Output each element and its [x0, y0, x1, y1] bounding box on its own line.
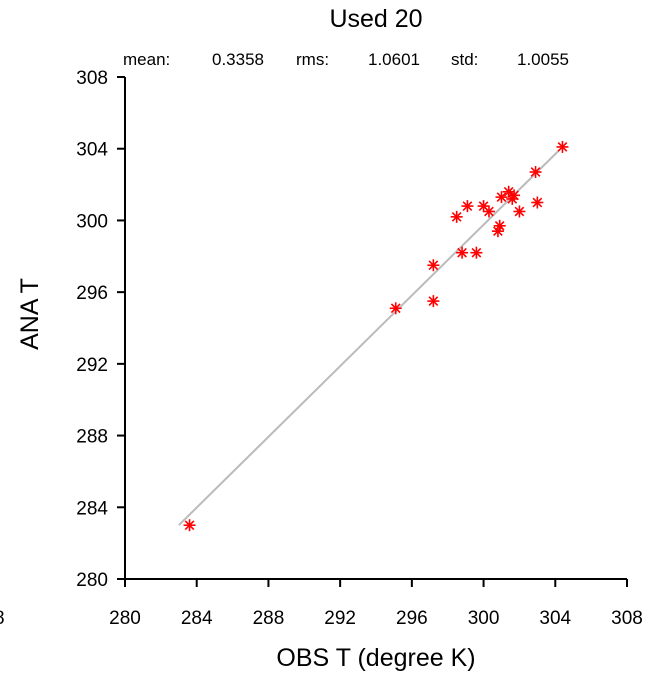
data-point: [470, 246, 483, 259]
data-point: [508, 189, 521, 202]
y-tick-label: 280: [76, 570, 108, 591]
stat-std-value: 1.0055: [517, 50, 569, 69]
fit-line-group: [178, 149, 560, 526]
y-tick-label: 288: [76, 427, 108, 448]
data-point: [389, 302, 402, 315]
x-tick-label: 304: [539, 608, 571, 629]
data-point: [183, 519, 196, 532]
x-axis-label: OBS T (degree K): [276, 644, 475, 672]
y-tick-label: 304: [76, 140, 108, 161]
data-point: [493, 219, 506, 232]
stat-mean-label: mean:: [123, 50, 170, 69]
data-point: [482, 205, 495, 218]
x-tick-label: 292: [324, 608, 356, 629]
data-point: [556, 140, 569, 153]
stat-rms-value: 1.0601: [368, 50, 420, 69]
chart-title: Used 20: [329, 5, 422, 33]
data-point: [531, 196, 544, 209]
stat-std-label: std:: [451, 50, 478, 69]
data-point: [456, 246, 469, 259]
y-axis-label: ANA T: [16, 278, 44, 350]
y-tick-label: 284: [76, 498, 108, 519]
x-tick-label: 288: [253, 608, 285, 629]
x-tick-label: 280: [109, 608, 141, 629]
data-point: [450, 210, 463, 223]
data-point: [513, 205, 526, 218]
data-point: [461, 200, 474, 213]
data-point: [427, 259, 440, 272]
y-tick-label: 308: [76, 68, 108, 89]
stat-mean-value: 0.3358: [212, 50, 264, 69]
data-point: [427, 295, 440, 308]
y-tick-label: 292: [76, 355, 108, 376]
data-point: [529, 166, 542, 179]
axis-ticks: 280 284 288 292 296 300 304 308 280 284 288 292 296 3…: [76, 68, 643, 629]
y-tick-label: 296: [76, 283, 108, 304]
data-points: [183, 140, 569, 532]
x-tick-label: 300: [468, 608, 500, 629]
x-tick-label: 308: [611, 608, 643, 629]
stat-rms-label: rms:: [296, 50, 329, 69]
stray-left-label: 8: [0, 608, 5, 629]
fit-line: [178, 149, 560, 526]
data-point: [495, 191, 508, 204]
x-tick-label: 296: [396, 608, 428, 629]
x-tick-label: 284: [181, 608, 213, 629]
y-tick-label: 300: [76, 211, 108, 232]
